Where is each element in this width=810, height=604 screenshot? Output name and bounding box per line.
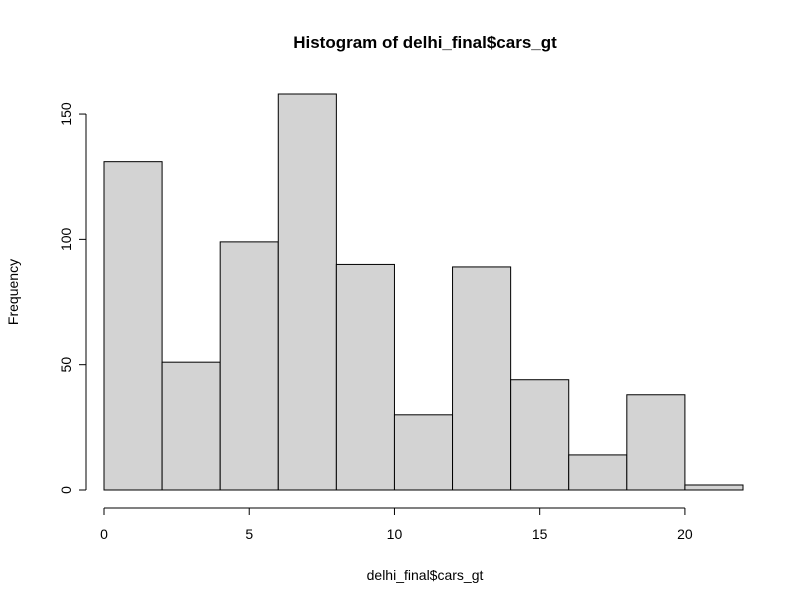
- x-tick-label: 10: [387, 526, 403, 542]
- histogram-bar: [452, 266, 512, 491]
- histogram-bar: [684, 484, 744, 491]
- y-tick-label: 150: [58, 102, 74, 126]
- y-axis: 0 50 100 150: [58, 102, 87, 494]
- y-axis-label: Frequency: [5, 259, 21, 325]
- x-tick-label: 0: [100, 526, 108, 542]
- histogram-bar: [626, 394, 686, 491]
- histogram-bar: [568, 454, 628, 491]
- histogram-bar: [393, 414, 454, 491]
- x-axis: 0 5 10 15 20: [100, 507, 693, 542]
- histogram-bar: [277, 93, 337, 491]
- histogram-bar: [335, 263, 395, 491]
- histogram-bar: [510, 379, 570, 491]
- bars-group: [103, 93, 744, 491]
- chart-title: Histogram of delhi_final$cars_gt: [293, 33, 557, 52]
- x-tick-label: 15: [532, 526, 548, 542]
- x-tick-label: 20: [677, 526, 693, 542]
- histogram-bar: [103, 161, 163, 491]
- y-tick-label: 0: [58, 486, 74, 494]
- histogram-bar: [161, 361, 221, 491]
- histogram-bar: [219, 241, 279, 491]
- x-tick-label: 5: [245, 526, 253, 542]
- x-axis-label: delhi_final$cars_gt: [367, 567, 484, 583]
- y-tick-label: 100: [58, 227, 74, 251]
- y-tick-label: 50: [58, 357, 74, 373]
